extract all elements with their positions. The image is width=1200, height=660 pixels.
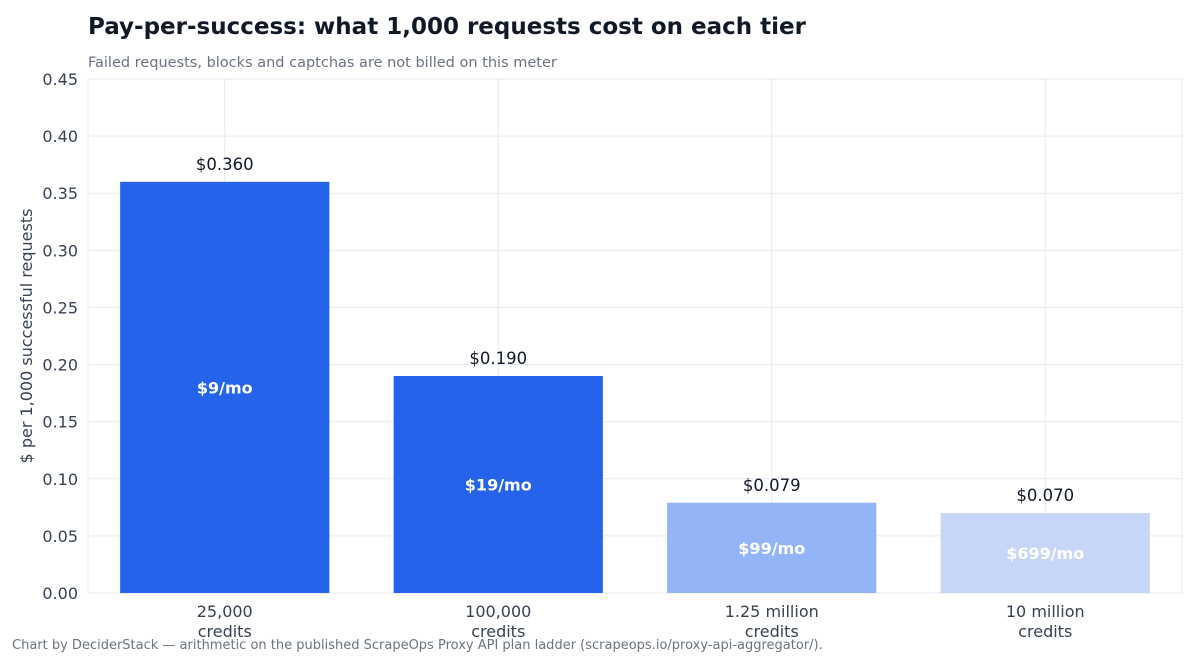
bar-plan-price-label: $699/mo — [1006, 544, 1084, 563]
y-tick-label: 0.35 — [42, 184, 78, 203]
bar — [393, 375, 603, 593]
bar — [940, 513, 1150, 593]
chart-footer: Chart by DeciderStack — arithmetic on th… — [12, 638, 823, 653]
bar-value-label: $0.360 — [196, 155, 254, 174]
y-tick-label: 0.25 — [42, 298, 78, 317]
y-tick-label: 0.30 — [42, 241, 78, 260]
labels: 0.00 0.05 0.10 0.15 0.20 0.25 0.30 0.35 0.40 0.45… — [42, 70, 1084, 641]
bar-value-label: $0.079 — [743, 476, 801, 495]
bar-value-label: $0.070 — [1016, 486, 1074, 505]
chart-title: Pay-per-success: what 1,000 requests cos… — [88, 14, 806, 40]
bars — [120, 181, 1150, 594]
bar-value-label: $0.190 — [469, 349, 527, 368]
bar-plan-price-label: $19/mo — [465, 475, 532, 494]
y-tick-label: 0.00 — [42, 584, 78, 603]
y-axis-title: $ per 1,000 successful requests — [17, 209, 36, 464]
y-tick-label: 0.40 — [42, 127, 78, 146]
y-tick-label: 0.10 — [42, 470, 78, 489]
x-tick-label: 100,000 credits — [465, 602, 531, 641]
y-tick-label: 0.05 — [42, 527, 78, 546]
bar-plan-price-label: $9/mo — [197, 378, 253, 397]
chart-subtitle: Failed requests, blocks and captchas are… — [88, 55, 557, 71]
bar-plan-price-label: $99/mo — [738, 539, 805, 558]
y-tick-label: 0.45 — [42, 70, 78, 89]
bar — [120, 181, 330, 594]
x-tick-label: 1.25 million credits — [725, 602, 819, 641]
bar — [667, 502, 877, 593]
x-tick-label: 10 million credits — [1006, 602, 1085, 641]
x-tick-label: 25,000 credits — [197, 602, 253, 641]
y-tick-label: 0.20 — [42, 356, 78, 375]
y-tick-label: 0.15 — [42, 413, 78, 432]
